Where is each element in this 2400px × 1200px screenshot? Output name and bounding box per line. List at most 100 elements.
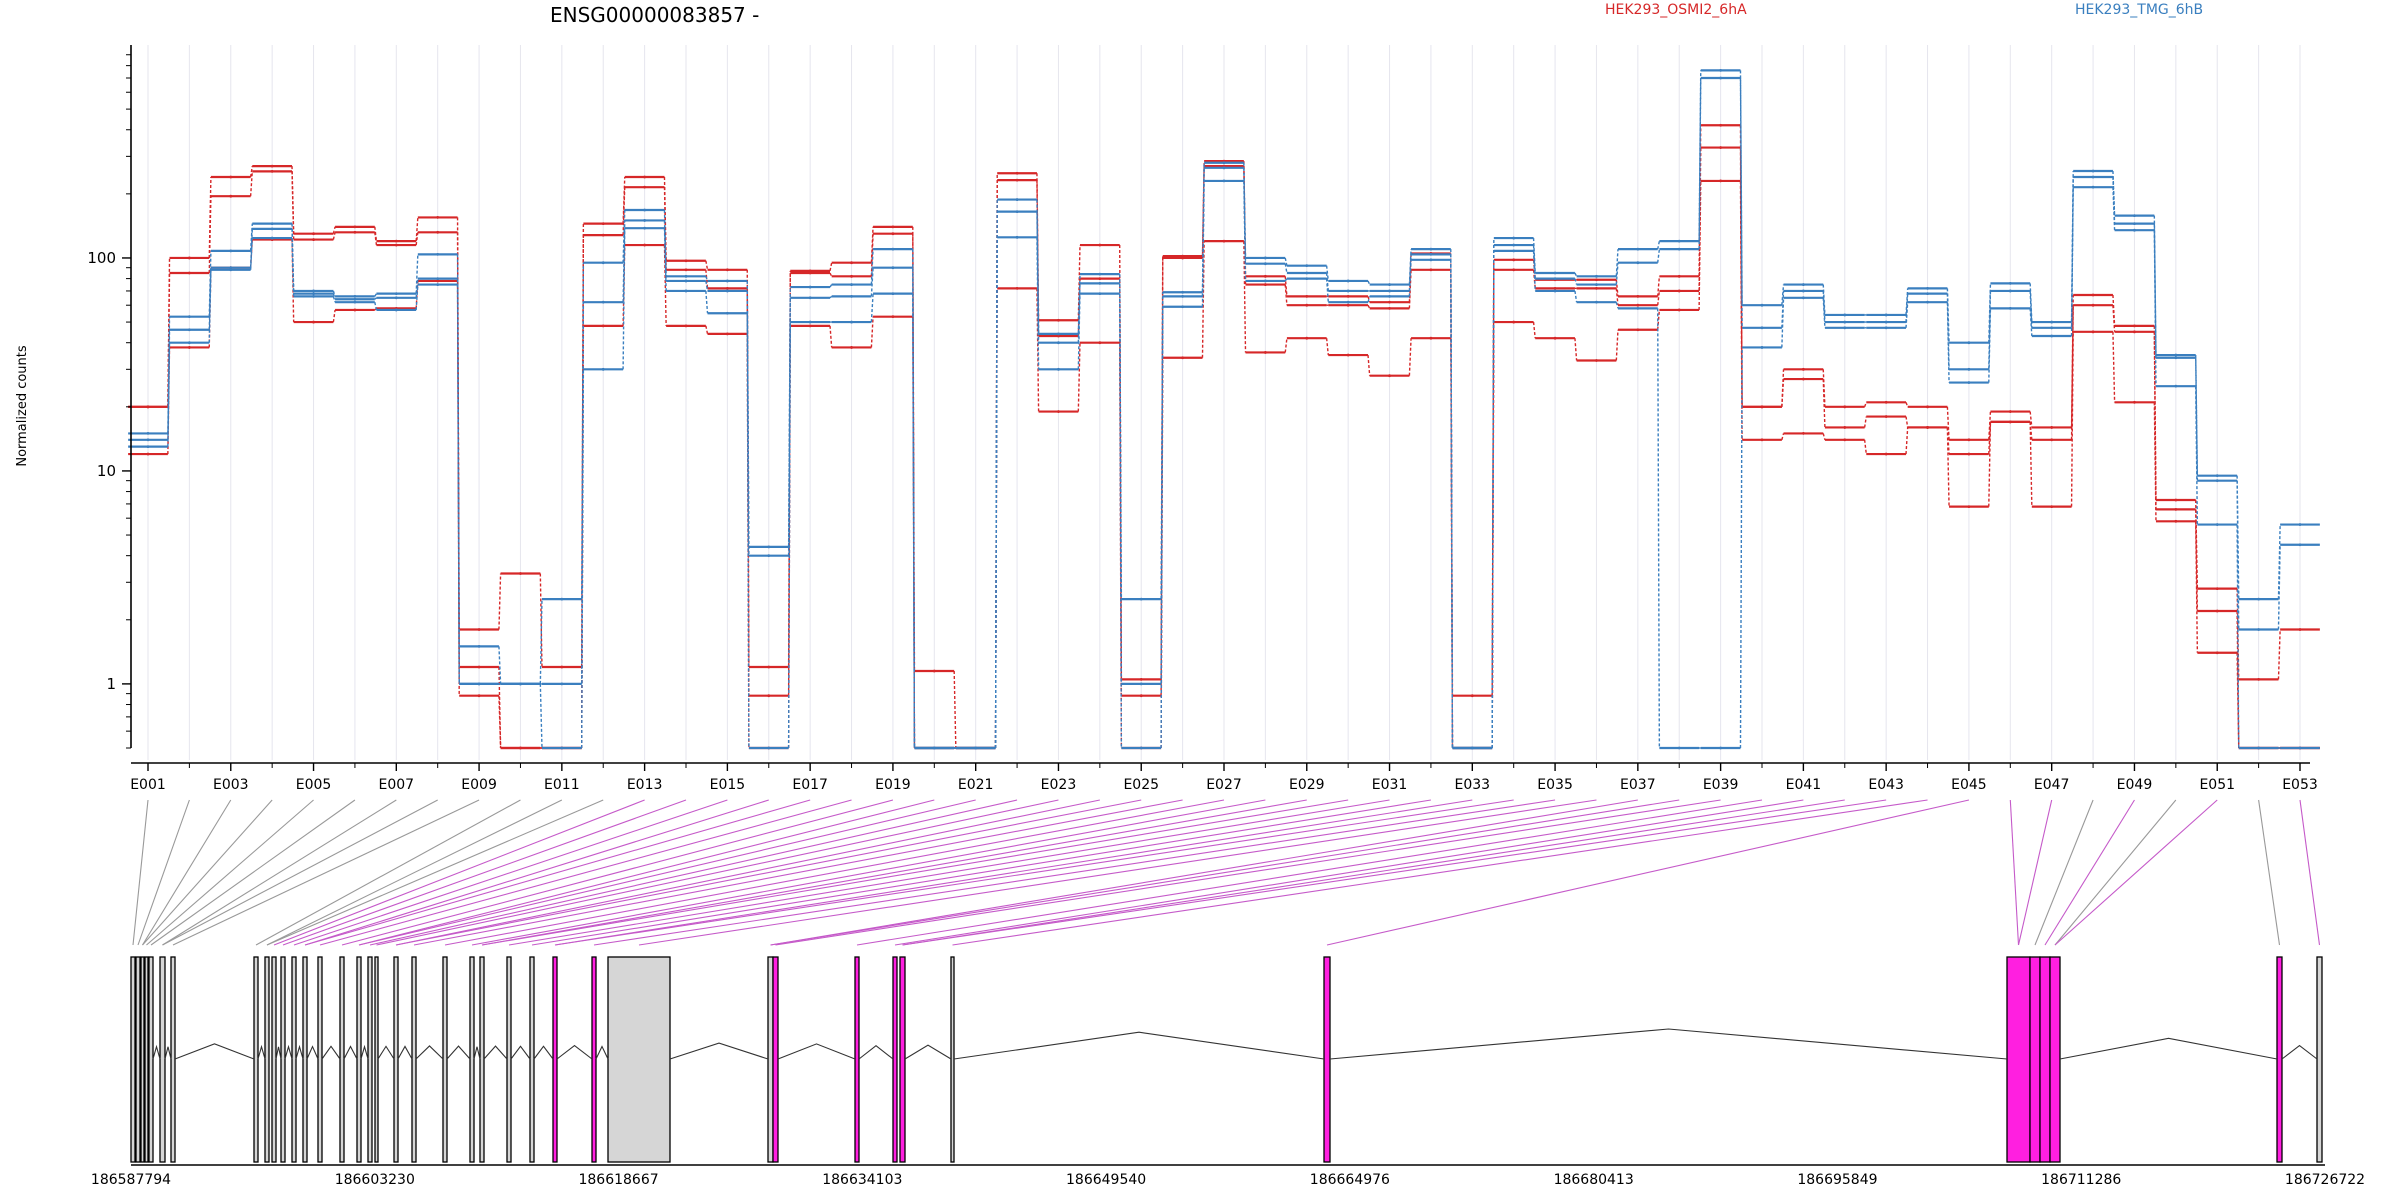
exon-block bbox=[393, 956, 399, 1163]
x-tick-label: E005 bbox=[296, 777, 332, 793]
exon-block bbox=[291, 956, 297, 1163]
intron-line bbox=[777, 1043, 856, 1060]
exon-block bbox=[506, 956, 512, 1163]
x-tick-label: E053 bbox=[2282, 777, 2318, 793]
intron-line bbox=[257, 1044, 266, 1060]
y-tick-label: 100 bbox=[87, 249, 116, 267]
x-tick-label: E039 bbox=[1703, 777, 1739, 793]
intron-line bbox=[953, 1031, 1325, 1060]
exon-block bbox=[148, 956, 154, 1163]
series-connector-segments bbox=[167, 147, 2281, 749]
exon-block-highlighted bbox=[2006, 956, 2031, 1163]
exon-connector bbox=[282, 799, 687, 946]
exon-connector bbox=[1326, 799, 1970, 946]
exon-connector bbox=[162, 799, 397, 946]
intron-line bbox=[321, 1045, 341, 1060]
genomic-tick-label: 186587794 bbox=[91, 1172, 171, 1188]
series-5 bbox=[128, 76, 2320, 750]
exon-block bbox=[280, 956, 286, 1163]
genomic-tick-label: 186603230 bbox=[335, 1172, 415, 1188]
plot-axes: 1 10 100 E001 E003 E005 E007 E009 E011 E013 E015 E0… bbox=[87, 45, 2318, 793]
x-tick-label: E019 bbox=[875, 777, 911, 793]
x-tick-label: E047 bbox=[2034, 777, 2070, 793]
exon-connector bbox=[952, 799, 1928, 946]
intron-line bbox=[360, 1044, 369, 1060]
exon-block bbox=[411, 956, 417, 1163]
exon-connector bbox=[902, 799, 1845, 946]
intron-line bbox=[397, 1045, 413, 1060]
series-level-segments bbox=[128, 179, 2320, 750]
gene-model-track bbox=[130, 956, 2323, 1163]
intron-line bbox=[533, 1045, 554, 1060]
y-tick-label: 10 bbox=[97, 462, 116, 480]
y-tick-label: 1 bbox=[106, 675, 116, 693]
exon-connector bbox=[172, 799, 480, 946]
x-tick-label: E009 bbox=[461, 777, 497, 793]
genomic-tick-label: 186680413 bbox=[1554, 1172, 1634, 1188]
exon-connector bbox=[150, 799, 356, 946]
exon-block bbox=[317, 956, 323, 1163]
exon-block bbox=[339, 956, 345, 1163]
x-tick-label: E007 bbox=[379, 777, 415, 793]
exon-connector bbox=[481, 799, 1307, 946]
x-tick-label: E035 bbox=[1537, 777, 1573, 793]
exon-connector-lines bbox=[132, 799, 2321, 946]
x-tick-label: E003 bbox=[213, 777, 249, 793]
intron-line bbox=[275, 1046, 282, 1060]
exon-connector bbox=[319, 799, 852, 946]
series-level-segments bbox=[128, 69, 2320, 750]
intron-line bbox=[174, 1043, 255, 1060]
x-tick-label: E045 bbox=[1951, 777, 1987, 793]
exon-connector bbox=[266, 799, 604, 946]
exon-block-highlighted bbox=[899, 956, 906, 1163]
intron-line bbox=[295, 1044, 304, 1060]
x-tick-label: E049 bbox=[2117, 777, 2153, 793]
x-tick-label: E051 bbox=[2199, 777, 2235, 793]
intron-line bbox=[556, 1044, 593, 1060]
exon-connector bbox=[2044, 799, 2135, 946]
intron-line bbox=[473, 1046, 481, 1060]
exon-block-highlighted bbox=[2049, 956, 2061, 1163]
x-tick-label: E015 bbox=[710, 777, 746, 793]
x-tick-label: E021 bbox=[958, 777, 994, 793]
intron-line bbox=[306, 1045, 319, 1060]
exon-block bbox=[607, 956, 671, 1163]
exon-connector bbox=[554, 799, 1473, 946]
exon-connector bbox=[376, 799, 1059, 946]
series-2 bbox=[128, 146, 2320, 750]
series-level-segments bbox=[128, 76, 2320, 750]
exon-connector bbox=[142, 799, 273, 946]
intron-line bbox=[904, 1044, 952, 1060]
exon-connector bbox=[304, 799, 811, 946]
genomic-tick-label: 186649540 bbox=[1066, 1172, 1146, 1188]
exon-connector bbox=[413, 799, 1183, 946]
exon-block bbox=[271, 956, 277, 1163]
exon-connector bbox=[369, 799, 1018, 946]
exon-connector bbox=[132, 799, 149, 946]
exon-connector bbox=[395, 799, 1100, 946]
x-tick-label: E027 bbox=[1206, 777, 1242, 793]
exon-block bbox=[159, 956, 166, 1163]
exon-connector bbox=[142, 799, 232, 946]
intron-line bbox=[284, 1044, 293, 1060]
intron-line bbox=[343, 1045, 358, 1060]
exon-block bbox=[135, 956, 141, 1163]
exon-connector bbox=[2054, 799, 2218, 946]
genomic-tick-label: 186634103 bbox=[822, 1172, 902, 1188]
exon-block bbox=[479, 956, 485, 1163]
x-tick-label: E031 bbox=[1372, 777, 1408, 793]
x-tick-label: E041 bbox=[1786, 777, 1822, 793]
exon-connector bbox=[266, 799, 563, 946]
intron-line bbox=[483, 1045, 508, 1060]
genomic-tick-label: 186711286 bbox=[2041, 1172, 2121, 1188]
x-tick-label: E013 bbox=[627, 777, 663, 793]
intron-line bbox=[1329, 1028, 2008, 1060]
intron-line bbox=[415, 1045, 444, 1060]
exon-connector bbox=[444, 799, 1225, 946]
exon-block-highlighted bbox=[1323, 956, 1331, 1163]
exon-connector bbox=[554, 799, 1514, 946]
exon-connector bbox=[2009, 799, 2020, 946]
x-tick-label: E023 bbox=[1041, 777, 1077, 793]
exon-block bbox=[374, 956, 379, 1163]
exon-block bbox=[302, 956, 308, 1163]
